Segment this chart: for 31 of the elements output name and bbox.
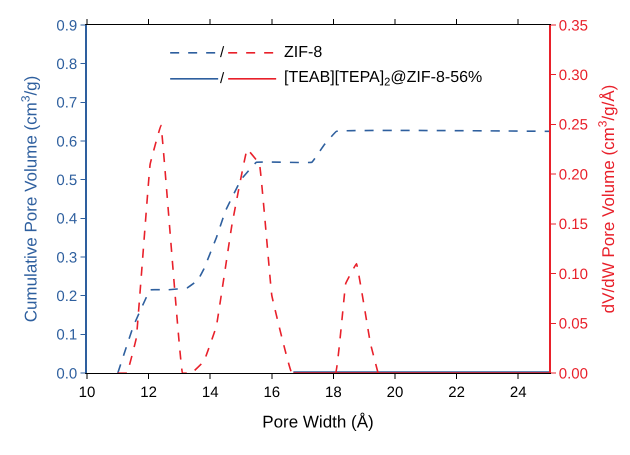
x-tick-label: 16: [263, 384, 280, 401]
y2-tick-label: 0.35: [558, 17, 588, 34]
x-tick-label: 24: [510, 384, 527, 401]
y-tick-label: 0.6: [56, 133, 78, 150]
annotation: /: [220, 44, 225, 61]
y-tick-label: 0.7: [56, 94, 78, 112]
y2-tick-label: 0.00: [558, 365, 588, 382]
y2-tick-label: 0.30: [558, 66, 588, 84]
y2-tick-label: 0.20: [558, 166, 588, 184]
x-tick-label: 10: [78, 384, 96, 401]
y-tick-label: 0.1: [56, 326, 78, 344]
y2-tick-label: 0.15: [558, 216, 588, 234]
x-tick-label: 12: [140, 384, 157, 401]
annotation: /: [220, 70, 225, 87]
y-tick-label: 0.2: [56, 288, 78, 305]
x-tick-label: 18: [325, 384, 342, 401]
x-tick-label: 22: [448, 384, 465, 401]
y2-tick-label: 0.05: [558, 316, 588, 333]
y2-tick-label: 0.25: [558, 116, 588, 134]
x-tick-label: 20: [386, 384, 404, 401]
y-tick-label: 0.8: [56, 56, 78, 73]
legend-label: ZIF-8: [284, 44, 322, 61]
y-tick-label: 0.9: [56, 17, 78, 34]
x-axis-title: Pore Width (Å): [262, 412, 374, 432]
y-tick-label: 0.3: [56, 249, 78, 266]
legend-label: [TEAB][TEPA]$_{2}$@ZIF-8-56%: [284, 69, 482, 88]
x-tick-label: 14: [202, 384, 219, 401]
y-tick-label: 0.4: [56, 210, 78, 228]
y-tick-label: 0.5: [56, 172, 78, 189]
y-tick-label: 0.0: [56, 365, 78, 382]
y2-tick-label: 0.10: [558, 266, 588, 283]
